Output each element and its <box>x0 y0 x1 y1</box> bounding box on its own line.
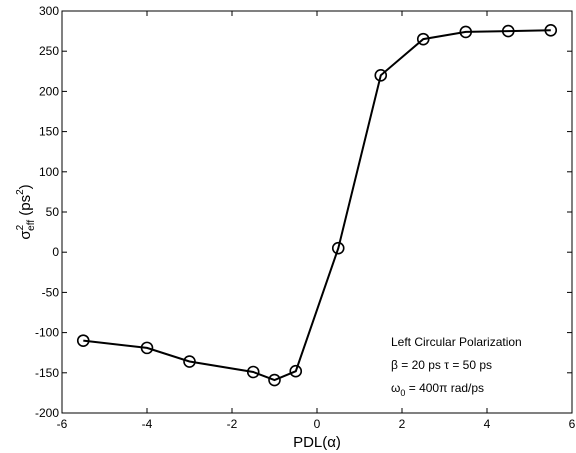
x-tick-label: 0 <box>314 417 321 431</box>
data-point-marker <box>76 334 90 347</box>
x-tick-label: 6 <box>569 417 576 431</box>
data-point-marker <box>289 364 303 378</box>
x-tick-label: -6 <box>57 417 68 431</box>
annotation-omega-rest: = 400π rad/ps <box>405 381 484 395</box>
x-tick-label: 4 <box>484 417 491 431</box>
y-tick-label: 300 <box>39 4 59 18</box>
annotation-params: β = 20 ps τ = 50 ps <box>391 358 492 372</box>
x-tick-label: -2 <box>227 417 238 431</box>
x-axis-label: PDL(α) <box>293 434 341 451</box>
y-label-sigma: σ <box>17 230 34 240</box>
data-point-marker <box>331 241 345 255</box>
data-point-marker <box>140 341 154 355</box>
y-tick-label: -100 <box>35 326 59 340</box>
y-tick-label: 50 <box>46 205 60 219</box>
y-tick-label: -50 <box>42 285 60 299</box>
y-axis-label: σ2eff (ps2) <box>15 184 37 239</box>
axis-ticks: -6 -4 -2 0 2 4 6 -200 -150 -100 -50 0 50 100 150 200 250… <box>35 4 576 431</box>
y-tick-label: -200 <box>35 406 59 420</box>
data-point-marker <box>459 25 473 39</box>
x-tick-label: 2 <box>399 417 406 431</box>
x-tick-label: -4 <box>142 417 153 431</box>
annotation-omega-sub: 0 <box>400 388 405 398</box>
annotation-title: Left Circular Polarization <box>391 335 522 349</box>
data-point-marker <box>183 355 196 368</box>
data-point-marker <box>246 365 260 379</box>
annotation-omega: ω <box>391 381 400 395</box>
y-tick-label: 200 <box>39 84 59 98</box>
data-point-marker <box>544 23 558 37</box>
series-group <box>76 23 558 387</box>
y-label-rest: (ps <box>17 195 34 220</box>
data-point-marker <box>268 373 281 387</box>
y-label-sub: eff <box>26 220 37 231</box>
y-label-sup: 2 <box>15 224 26 230</box>
data-point-marker <box>416 32 430 46</box>
y-label-rest-sup: 2 <box>15 189 26 195</box>
y-label-close: ) <box>17 184 34 189</box>
y-tick-label: 100 <box>39 165 59 179</box>
data-point-marker <box>501 24 515 38</box>
y-tick-label: 150 <box>39 125 59 139</box>
y-tick-label: 0 <box>52 245 59 259</box>
series-line <box>83 29 551 382</box>
annotation-frequency: ω0 = 400π rad/ps <box>391 381 484 398</box>
plot-frame <box>61 10 573 414</box>
data-point-marker <box>374 69 388 82</box>
y-tick-label: -150 <box>35 366 59 380</box>
y-tick-label: 250 <box>39 44 59 58</box>
